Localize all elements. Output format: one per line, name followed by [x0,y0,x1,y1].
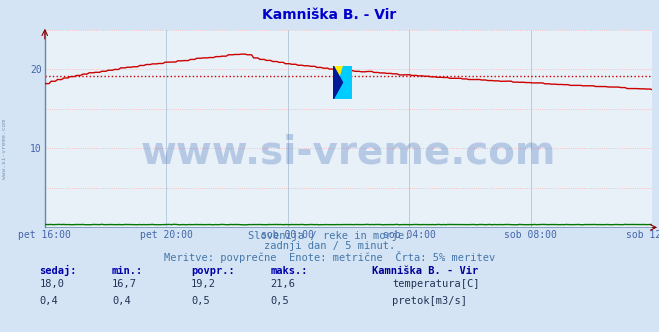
Text: zadnji dan / 5 minut.: zadnji dan / 5 minut. [264,241,395,251]
Text: min.:: min.: [112,266,143,276]
Polygon shape [333,66,352,99]
Text: maks.:: maks.: [270,266,308,276]
Polygon shape [333,66,343,99]
Text: Kamniška B. - Vir: Kamniška B. - Vir [262,8,397,22]
Text: www.si-vreme.com: www.si-vreme.com [141,133,556,171]
Text: 0,5: 0,5 [191,296,210,306]
Text: Slovenija / reke in morje.: Slovenija / reke in morje. [248,231,411,241]
Text: 18,0: 18,0 [40,279,65,289]
Text: 0,5: 0,5 [270,296,289,306]
Text: 16,7: 16,7 [112,279,137,289]
Text: Meritve: povprečne  Enote: metrične  Črta: 5% meritev: Meritve: povprečne Enote: metrične Črta:… [164,251,495,263]
Polygon shape [333,66,343,99]
Text: pretok[m3/s]: pretok[m3/s] [392,296,467,306]
Text: 0,4: 0,4 [40,296,58,306]
Text: 0,4: 0,4 [112,296,130,306]
Text: 21,6: 21,6 [270,279,295,289]
Text: www.si-vreme.com: www.si-vreme.com [2,120,7,179]
Text: sedaj:: sedaj: [40,265,77,276]
Text: povpr.:: povpr.: [191,266,235,276]
Text: temperatura[C]: temperatura[C] [392,279,480,289]
Text: 19,2: 19,2 [191,279,216,289]
Text: Kamniška B. - Vir: Kamniška B. - Vir [372,266,478,276]
